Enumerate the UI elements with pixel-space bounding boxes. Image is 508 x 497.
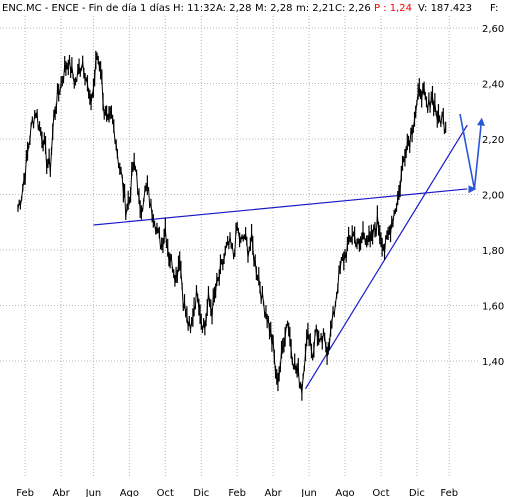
- header-tail: F:: [490, 3, 498, 14]
- y-tick-label: 2,20: [482, 135, 504, 146]
- x-tick-label: Jun: [85, 488, 102, 497]
- y-tick-label: 2,60: [482, 24, 504, 35]
- header-max: M: 2,28: [255, 3, 292, 14]
- header-close: C: 2,26: [335, 3, 371, 14]
- header-high: H: 11:32: [173, 3, 216, 14]
- annotations: [459, 113, 485, 194]
- y-tick-label: 1,60: [482, 302, 504, 313]
- trendline-2: [304, 124, 468, 390]
- x-tick-label: Feb: [228, 488, 246, 497]
- y-tick-label: 1,80: [482, 246, 504, 257]
- header-min: m: 2,21: [296, 3, 335, 14]
- price-line: [17, 54, 447, 394]
- x-tick-label: Jun: [300, 488, 317, 497]
- x-tick-label: Dic: [193, 488, 209, 497]
- y-axis: 2,60 2,40 2,20 2,00 1,80 1,60 1,40: [482, 24, 504, 368]
- y-tick-label: 2,40: [482, 80, 504, 91]
- x-tick-label: Feb: [16, 488, 34, 497]
- header-open: A: 2,28: [216, 3, 251, 14]
- y-tick-label: 1,40: [482, 357, 504, 368]
- x-tick-label: Oct: [372, 488, 389, 497]
- price-series: [17, 50, 447, 401]
- x-tick-label: Ago: [335, 488, 354, 497]
- trendlines: [93, 124, 468, 390]
- x-tick-label: Oct: [157, 488, 174, 497]
- y-tick-label: 2,00: [482, 191, 504, 202]
- x-tick-label: Abr: [52, 488, 70, 497]
- header-volume: V: 187.423: [418, 3, 472, 14]
- arrow-annotation: [459, 113, 485, 194]
- trendline-1: [93, 188, 468, 226]
- header-symbol: ENC.MC - ENCE - Fin de día 1 días: [2, 2, 170, 14]
- x-tick-label: Abr: [264, 488, 282, 497]
- header-pct: P : 1,24: [374, 3, 412, 14]
- x-tick-label: Feb: [440, 488, 458, 497]
- x-tick-label: Ago: [120, 488, 139, 497]
- x-axis: Feb Abr Jun Ago Oct Dic Feb Abr Jun Ago Oct Dic Feb: [16, 488, 458, 497]
- x-tick-label: Dic: [409, 488, 425, 497]
